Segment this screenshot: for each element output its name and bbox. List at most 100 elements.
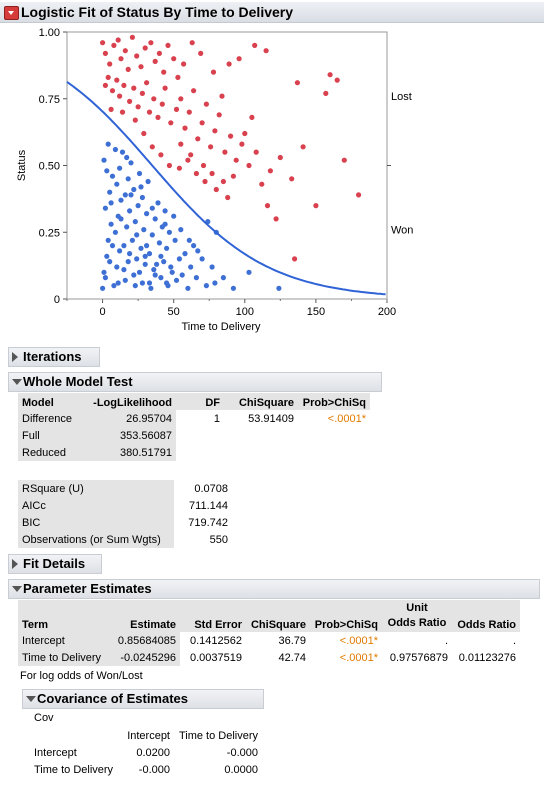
stat-value: 0.0708 xyxy=(194,482,228,495)
lost-point xyxy=(176,165,182,171)
won-point xyxy=(155,200,161,206)
stat-value: 719.742 xyxy=(188,516,228,529)
lost-point xyxy=(252,42,258,48)
lost-point xyxy=(263,48,269,54)
iterations-header[interactable]: Iterations xyxy=(8,347,100,367)
col-header: Time to Delivery xyxy=(178,729,258,742)
won-point xyxy=(118,197,124,203)
disclosure-open-icon[interactable] xyxy=(26,696,36,702)
table-row: BIC 719.742 xyxy=(18,514,232,531)
lost-point xyxy=(127,98,133,104)
won-point xyxy=(169,269,175,275)
won-point xyxy=(108,200,114,206)
lost-point xyxy=(111,42,117,48)
whole-model-test-label: Whole Model Test xyxy=(23,374,133,389)
lost-point xyxy=(114,77,120,83)
row-label: Reduced xyxy=(18,444,86,461)
won-point xyxy=(115,280,121,286)
whole-model-test-header[interactable]: Whole Model Test xyxy=(8,372,382,392)
lost-point xyxy=(242,130,248,137)
lost-point xyxy=(138,64,144,70)
y-tick-label: 0.25 xyxy=(39,227,60,239)
covariance-header[interactable]: Covariance of Estimates xyxy=(22,689,264,709)
lost-point xyxy=(189,40,195,46)
disclosure-open-icon[interactable] xyxy=(12,586,22,592)
table-row: Full 353.56087 xyxy=(18,427,370,444)
y-tick-label: 0 xyxy=(54,294,60,306)
won-point xyxy=(124,224,130,230)
col-header: Odds Ratio xyxy=(457,619,516,631)
disclosure-closed-icon[interactable] xyxy=(12,352,18,362)
y-axis-label: Status xyxy=(16,149,28,181)
won-point xyxy=(141,227,147,233)
table-row: Difference 26.95704 1 53.91409 <.0001* xyxy=(18,410,370,427)
iterations-label: Iterations xyxy=(23,349,82,364)
won-point xyxy=(114,264,120,270)
won-point xyxy=(176,256,182,262)
cell: 0.85684085 xyxy=(112,632,180,649)
won-point xyxy=(122,192,128,198)
category-label: Won xyxy=(391,225,413,237)
lost-point xyxy=(144,80,150,86)
won-point xyxy=(149,205,155,211)
lost-point xyxy=(108,106,114,112)
lost-point xyxy=(105,74,111,80)
won-point xyxy=(144,243,150,249)
won-point xyxy=(102,275,108,281)
lost-point xyxy=(289,176,295,182)
lost-point xyxy=(327,72,333,78)
won-point xyxy=(195,248,201,254)
won-point xyxy=(168,264,174,270)
lost-point xyxy=(292,256,298,262)
won-point xyxy=(121,243,127,249)
row-label: Intercept xyxy=(34,746,77,759)
row-label: Intercept xyxy=(18,632,112,649)
won-point xyxy=(134,256,140,262)
won-point xyxy=(128,160,134,166)
won-point xyxy=(135,203,141,209)
lost-point xyxy=(233,157,239,163)
covariance-table: Intercept Time to Delivery Intercept 0.0… xyxy=(30,727,262,778)
won-point xyxy=(146,251,153,257)
lost-point xyxy=(175,74,181,80)
lost-point xyxy=(277,154,283,161)
disclosure-open-icon[interactable] xyxy=(12,379,22,385)
cell: -0.000 xyxy=(226,746,258,759)
won-point xyxy=(131,186,137,193)
stat-value: 550 xyxy=(209,533,228,546)
won-point xyxy=(158,253,164,259)
x-tick-label: 100 xyxy=(236,306,254,318)
lost-point xyxy=(208,144,214,150)
logistic-curve xyxy=(66,81,386,296)
lost-point xyxy=(188,152,194,158)
lost-point xyxy=(171,56,177,62)
report-title: Logistic Fit of Status By Time to Delive… xyxy=(21,4,294,20)
fit-details-header[interactable]: Fit Details xyxy=(8,554,102,574)
won-point xyxy=(149,232,155,238)
col-header: Prob>ChiSq xyxy=(314,619,378,631)
parameter-estimates-header[interactable]: Parameter Estimates xyxy=(8,579,540,599)
lost-point xyxy=(313,203,319,209)
won-point xyxy=(154,261,160,267)
cell: -0.0245296 xyxy=(112,649,180,666)
lost-point xyxy=(131,85,137,91)
fit-stats-table: RSquare (U) 0.0708 AICc 711.144 BIC 719.… xyxy=(18,480,232,548)
won-point xyxy=(132,283,138,289)
lost-point xyxy=(139,90,145,96)
table-row: RSquare (U) 0.0708 xyxy=(18,480,232,497)
lost-point xyxy=(228,133,234,139)
lost-point xyxy=(191,88,197,94)
lost-point xyxy=(185,157,191,163)
disclosure-closed-icon[interactable] xyxy=(12,559,18,569)
lost-point xyxy=(134,53,140,59)
p-value: <.0001* xyxy=(327,412,366,425)
won-point xyxy=(212,280,218,286)
red-triangle-menu-icon[interactable] xyxy=(4,6,19,20)
lost-point xyxy=(334,77,340,83)
won-point xyxy=(148,285,154,291)
plot-frame xyxy=(66,31,388,300)
parameter-estimates-table: Term Estimate Std Error ChiSquare Prob>C… xyxy=(18,600,520,666)
x-tick-label: 200 xyxy=(378,306,396,318)
table-row: AICc 711.144 xyxy=(18,497,232,514)
won-point xyxy=(107,259,113,265)
